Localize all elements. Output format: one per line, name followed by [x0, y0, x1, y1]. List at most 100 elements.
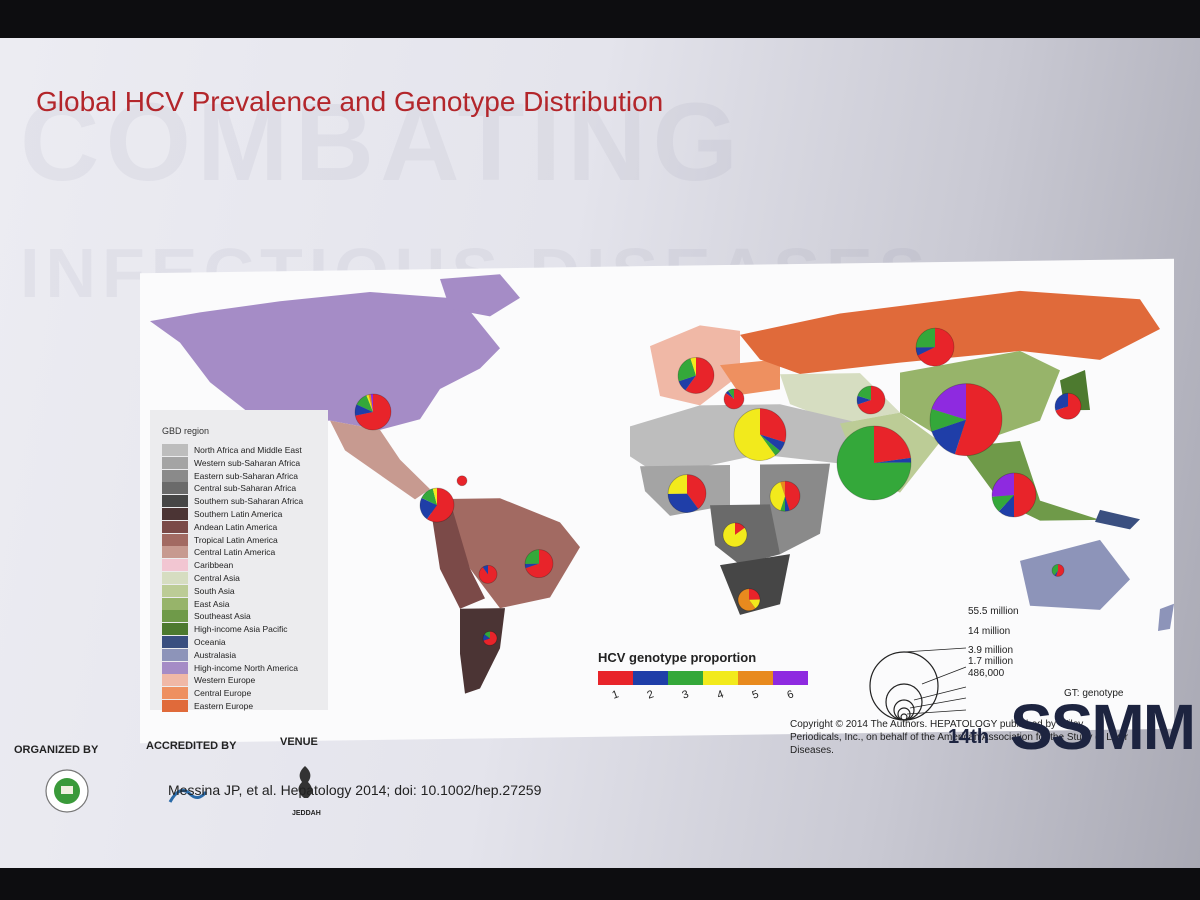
legend-row: High-income North America [162, 661, 298, 674]
pie-slice [916, 347, 935, 356]
pie-slice [525, 549, 553, 578]
pie-outline [677, 357, 715, 394]
pie-slice [857, 386, 885, 414]
legend-row: Caribbean [162, 559, 233, 572]
genotype-swatch [703, 671, 738, 685]
genotype-number: 6 [785, 688, 796, 702]
pie-outline [915, 327, 955, 367]
genotype-pie [354, 393, 392, 431]
pie-slice [738, 588, 756, 611]
genotype-swatch [598, 671, 633, 685]
pie-outline [991, 472, 1037, 518]
legend-swatch [162, 495, 188, 508]
pie-outline [733, 408, 787, 461]
legend-label: Tropical Latin America [194, 534, 278, 545]
legend-swatch [162, 559, 188, 572]
legend-label: North Africa and Middle East [194, 445, 302, 455]
legend-row: Central Latin America [162, 546, 276, 559]
genotype-number: 4 [715, 688, 726, 702]
pie-slice [760, 408, 786, 443]
pie-slice [760, 434, 781, 456]
pie-slice [931, 419, 966, 455]
pie-slice [1051, 564, 1058, 576]
slide-title: Global HCV Prevalence and Genotype Distr… [36, 86, 664, 117]
legend-label: Central Latin America [194, 547, 276, 558]
legend-swatch [162, 572, 188, 584]
pie-slice [856, 395, 871, 405]
legend-label: East Asia [194, 598, 230, 609]
region-oceania [1095, 509, 1140, 530]
pie-slice [857, 386, 871, 401]
gt-genotype-note: GT: genotype [1064, 688, 1124, 699]
genotype-number: 3 [680, 688, 691, 702]
map-panel [140, 258, 1174, 744]
pie-outline [769, 480, 801, 512]
pie-slice [420, 498, 437, 519]
pie-slice [760, 434, 785, 451]
pie-slice [355, 404, 373, 416]
region-central-europe [720, 359, 780, 395]
pie-slice [916, 328, 935, 348]
pie-outline [524, 549, 554, 579]
genotype-pie [722, 522, 748, 548]
legend-label: Eastern sub-Saharan Africa [194, 470, 298, 481]
legend-swatch [162, 520, 188, 533]
genotype-legend: HCV genotype proportion 1 2 3 4 5 6 [598, 650, 818, 720]
pie-slice [678, 358, 696, 382]
region-north-america [150, 292, 500, 430]
genotype-number: 2 [645, 688, 656, 702]
size-circle-3-9m [893, 699, 915, 721]
pie-slice [685, 357, 714, 394]
genotype-color-bar [598, 671, 818, 685]
pie-slice [483, 634, 490, 641]
genotype-pie [836, 425, 912, 501]
legend-swatch [162, 584, 188, 597]
pie-slice [837, 425, 911, 500]
pie-outline [856, 385, 886, 415]
pie-slice [690, 357, 696, 376]
region-southern-sub-saharan-africa [720, 554, 790, 615]
venue-label: VENUE [280, 736, 318, 748]
pie-slice [931, 383, 966, 420]
legend-swatch [162, 687, 188, 700]
legend-swatch [162, 648, 188, 661]
pie-slice [483, 631, 498, 646]
legend-row: Andean Latin America [162, 520, 277, 533]
pie-slice [954, 383, 1002, 456]
pie-slice [749, 588, 760, 600]
legend-label: Australasia [194, 649, 237, 660]
pie-slice [749, 599, 760, 609]
region-greenland [440, 274, 520, 317]
legend-swatch [162, 674, 188, 687]
pie-slice [1056, 564, 1065, 577]
genotype-pie [456, 475, 468, 487]
pie-outline [667, 474, 707, 513]
pie-slice [785, 496, 790, 512]
genotype-pie [677, 357, 715, 394]
pie-slice [917, 328, 954, 367]
world-map [150, 274, 1174, 694]
legend-row: Western sub-Saharan Africa [162, 456, 300, 469]
legend-label: Southern Latin America [194, 509, 283, 519]
region-andean-latin-america [430, 500, 485, 609]
pie-slice [733, 408, 776, 461]
event-logo-text: SSMM [1010, 691, 1196, 763]
pie-slice [370, 393, 373, 412]
pie-slice [992, 495, 1014, 512]
size-label-1-7m: 1.7 million [968, 656, 1014, 667]
pie-outline [1054, 392, 1082, 420]
pie-slice [785, 481, 800, 511]
legend-swatch [162, 482, 188, 495]
pie-outline [478, 564, 498, 584]
pie-outline [723, 388, 745, 410]
pie-slice [484, 631, 490, 639]
pie-outline [737, 588, 761, 612]
pie-slice [780, 481, 785, 497]
legend-swatch [162, 533, 188, 546]
genotype-pie [737, 588, 761, 612]
pie-slice [356, 395, 373, 412]
legend-row: Central Asia [162, 572, 240, 584]
pie-slice [930, 409, 966, 432]
legend-label: High-income Asia Pacific [194, 624, 288, 635]
pie-slice [1014, 473, 1036, 518]
